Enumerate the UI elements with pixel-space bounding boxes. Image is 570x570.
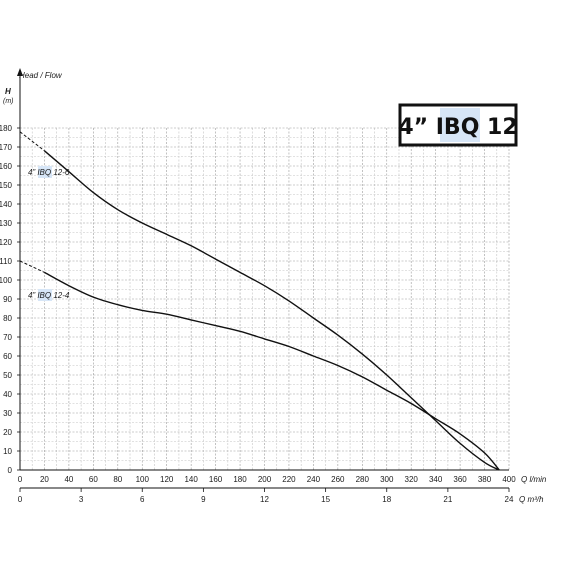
x2-tick-label: 3	[79, 495, 84, 504]
y-tick-label: 0	[8, 466, 13, 475]
y-tick-label: 100	[0, 276, 13, 285]
y-tick-label: 160	[0, 162, 13, 171]
x-tick-label: 120	[160, 475, 174, 484]
y-tick-label: 150	[0, 181, 13, 190]
series-ibq12-4	[19, 260, 500, 471]
y-tick-label: 50	[3, 371, 12, 380]
x-tick-label: 60	[89, 475, 98, 484]
axes	[17, 68, 510, 492]
x2-tick-label: 0	[18, 495, 23, 504]
y-tick-label: 170	[0, 143, 13, 152]
x-tick-label: 340	[429, 475, 443, 484]
x2-tick-label: 6	[140, 495, 145, 504]
x2-tick-label: 21	[443, 495, 452, 504]
x-tick-label: 360	[453, 475, 467, 484]
x2-tick-label: 12	[260, 495, 269, 504]
x-tick-label: 100	[136, 475, 150, 484]
x-tick-label: 380	[478, 475, 492, 484]
x-axis-secondary-label: Q m³/h	[519, 495, 544, 504]
series-label-ibq12-6: 4” IBQ 12-6	[28, 166, 70, 178]
grid	[19, 127, 510, 471]
series-label-text: 4” IBQ 12-4	[28, 291, 70, 300]
x-tick-label: 300	[380, 475, 394, 484]
series-dashed-extension	[19, 131, 45, 152]
x-tick-label: 320	[405, 475, 419, 484]
chart-title: 4” IBQ 12	[398, 115, 517, 140]
x2-tick-label: 9	[201, 495, 206, 504]
title-badge: 4” IBQ 12	[398, 103, 518, 147]
y-tick-label: 20	[3, 428, 12, 437]
x-tick-label: 280	[356, 475, 370, 484]
y-axis-arrow-icon	[17, 68, 23, 76]
series-label-text: 4” IBQ 12-6	[28, 168, 70, 177]
series-dashed-extension	[19, 260, 45, 273]
x-tick-label: 260	[331, 475, 345, 484]
x-tick-label: 240	[307, 475, 321, 484]
y-tick-label: 180	[0, 124, 13, 133]
y-tick-label: 30	[3, 409, 12, 418]
y-tick-label: 80	[3, 314, 12, 323]
x-tick-label: 40	[64, 475, 73, 484]
x2-tick-label: 24	[505, 495, 514, 504]
y-tick-label: 120	[0, 238, 13, 247]
series-line	[43, 150, 500, 471]
y-tick-label: 70	[3, 333, 12, 342]
series-label-highlight	[38, 166, 52, 178]
series-line	[44, 271, 500, 471]
x-tick-label: 400	[502, 475, 516, 484]
tick-labels: 0102030405060708090100110120130140150160…	[0, 124, 516, 504]
series-label-highlight	[38, 289, 52, 301]
series-lines	[19, 131, 500, 471]
series-ibq12-6	[19, 131, 500, 471]
x-tick-label: 140	[184, 475, 198, 484]
x-tick-label: 200	[258, 475, 272, 484]
y-tick-label: 60	[3, 352, 12, 361]
series-label-ibq12-4: 4” IBQ 12-4	[28, 289, 70, 301]
y-tick-label: 90	[3, 295, 12, 304]
x-tick-label: 0	[18, 475, 23, 484]
x2-tick-label: 18	[382, 495, 391, 504]
x-axis-primary-label: Q l/min	[521, 475, 547, 484]
y-tick-label: 140	[0, 200, 13, 209]
x-tick-label: 80	[113, 475, 122, 484]
y-axis-unit: (m)	[3, 98, 14, 105]
x-tick-label: 180	[233, 475, 247, 484]
y-tick-label: 130	[0, 219, 13, 228]
title-badge-highlight	[440, 108, 480, 142]
x-tick-label: 20	[40, 475, 49, 484]
y-tick-label: 40	[3, 390, 12, 399]
x-tick-label: 160	[209, 475, 223, 484]
y-tick-label: 110	[0, 257, 13, 266]
x-tick-label: 220	[282, 475, 296, 484]
y-axis-desc: Head / Flow	[19, 71, 63, 80]
y-tick-label: 10	[3, 447, 12, 456]
y-axis-symbol: H	[5, 87, 11, 96]
x2-tick-label: 15	[321, 495, 330, 504]
